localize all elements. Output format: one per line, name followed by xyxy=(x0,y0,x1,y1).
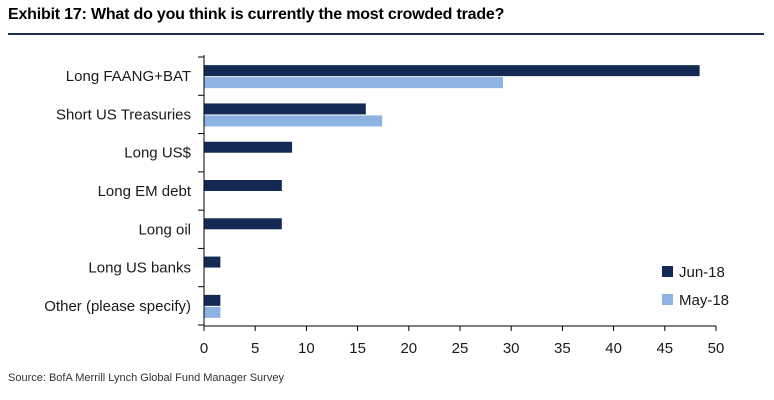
category-label: Short US Treasuries xyxy=(56,106,191,123)
category-label: Other (please specify) xyxy=(44,298,191,315)
bar-may-18-1 xyxy=(204,115,383,127)
bar-jun-18-3 xyxy=(204,180,282,191)
x-tick-label: 45 xyxy=(656,340,673,357)
x-tick-label: 40 xyxy=(605,340,622,357)
x-tick-label: 30 xyxy=(503,340,520,357)
bar-may-18-0 xyxy=(204,77,504,89)
category-label: Long oil xyxy=(138,221,191,238)
category-label: Long EM debt xyxy=(98,183,192,200)
category-label: Long US$ xyxy=(124,145,191,162)
x-tick-label: 10 xyxy=(298,340,315,357)
bar-jun-18-0 xyxy=(204,65,700,77)
legend-label: Jun-18 xyxy=(679,264,725,281)
x-tick-label: 5 xyxy=(251,340,259,357)
x-tick-label: 20 xyxy=(400,340,417,357)
x-tick-label: 0 xyxy=(200,340,208,357)
chart-title: Exhibit 17: What do you think is current… xyxy=(8,6,505,23)
legend-swatch-may-18 xyxy=(662,294,673,305)
x-tick-label: 15 xyxy=(349,340,366,357)
category-label: Long FAANG+BAT xyxy=(66,68,191,85)
category-label: Long US banks xyxy=(88,260,191,277)
source-note: Source: BofA Merrill Lynch Global Fund M… xyxy=(8,372,284,384)
x-tick-label: 25 xyxy=(452,340,469,357)
bar-jun-18-1 xyxy=(204,103,366,115)
title-rule xyxy=(8,33,764,35)
bar-may-18-6 xyxy=(204,306,221,318)
legend-swatch-jun-18 xyxy=(662,266,673,277)
bar-jun-18-5 xyxy=(204,256,221,268)
bar-jun-18-2 xyxy=(204,141,293,153)
bar-jun-18-6 xyxy=(204,294,221,306)
x-tick-label: 35 xyxy=(554,340,571,357)
bar-jun-18-4 xyxy=(204,218,282,230)
x-tick-label: 50 xyxy=(708,340,725,357)
legend-label: May-18 xyxy=(679,292,729,309)
